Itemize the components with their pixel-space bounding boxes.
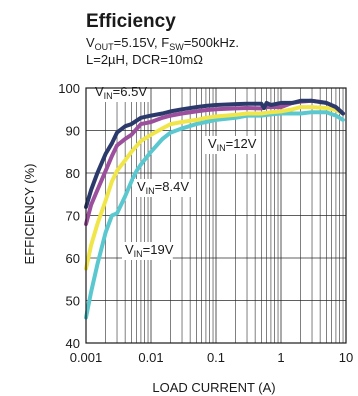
subtitle-mid: =5.15V, F xyxy=(114,35,170,50)
series-label-v: V xyxy=(125,242,134,257)
y-tick-label: 80 xyxy=(66,166,80,181)
y-tick-label: 70 xyxy=(66,209,80,224)
series-label-v: V xyxy=(137,179,146,194)
plot-frame xyxy=(85,87,347,344)
y-tick-label: 90 xyxy=(66,124,80,139)
chart-subtitle-line2: L=2µH, DCR=10mΩ xyxy=(86,52,203,67)
series-label-vin-12v: VIN=12V xyxy=(208,136,257,153)
series-label-sub: IN xyxy=(134,249,143,259)
y-tick-labels: 40 50 60 70 80 90 100 xyxy=(58,81,80,351)
x-tick-label: 1 xyxy=(277,350,284,365)
series-label-vin-8-4v: VIN=8.4V xyxy=(137,179,189,196)
series-label-value: =19V xyxy=(143,242,174,257)
y-tick-label: 50 xyxy=(66,294,80,309)
series-line-vin-19v xyxy=(84,110,345,320)
series-line-vin-12v xyxy=(84,105,345,271)
series-label-v: V xyxy=(95,84,104,99)
series-label-value: =12V xyxy=(226,136,257,151)
series-line-vin-6-5v xyxy=(84,98,345,209)
series-label-value: =8.4V xyxy=(155,179,190,194)
series-label-background xyxy=(122,242,173,260)
subtitle-end: =500kHz. xyxy=(184,35,239,50)
series-label-vin-19v: VIN=19V xyxy=(125,242,174,259)
chart-subtitle-line1: VOUT=5.15V, FSW=500kHz. xyxy=(86,35,239,52)
series-label-v: V xyxy=(208,136,217,151)
series-lines xyxy=(84,98,345,320)
series-label-vin-6-5v: VIN=6.5V xyxy=(95,84,147,101)
series-label-value: =6.5V xyxy=(113,84,148,99)
y-tick-label: 100 xyxy=(58,81,80,96)
x-axis-label: LOAD CURRENT (A) xyxy=(152,380,275,395)
x-tick-labels: 0.001 0.01 0.1 1 10 xyxy=(70,350,354,365)
subtitle-vout-v: V xyxy=(86,35,95,50)
series-label-sub: IN xyxy=(146,186,155,196)
y-tick-label: 60 xyxy=(66,251,80,266)
series-label-background xyxy=(134,179,192,197)
y-axis-label: EFFICIENCY (%) xyxy=(22,164,37,265)
y-tick-label: 40 xyxy=(66,336,80,351)
series-label-background xyxy=(205,136,256,154)
series-label-sub: IN xyxy=(104,91,113,101)
x-tick-label: 0.1 xyxy=(207,350,225,365)
x-tick-label: 10 xyxy=(339,350,353,365)
chart-title: Efficiency xyxy=(86,11,176,32)
subtitle-fsw-sub: SW xyxy=(169,42,184,52)
x-tick-label: 0.001 xyxy=(70,350,103,365)
x-tick-label: 0.01 xyxy=(138,350,163,365)
subtitle-vout-sub: OUT xyxy=(95,42,115,52)
series-label-sub: IN xyxy=(217,143,226,153)
